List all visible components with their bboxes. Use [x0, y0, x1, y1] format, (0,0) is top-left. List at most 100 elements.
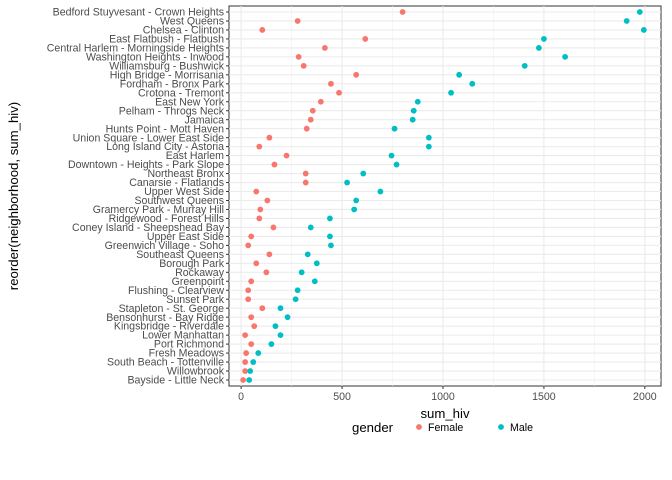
x-tick-label: 2000	[633, 391, 657, 403]
y-tick-label: Southwest Queens	[134, 195, 224, 207]
y-tick-label: High Bridge - Morrisania	[110, 69, 224, 81]
y-tick-label: Greenwich Village - Soho	[105, 240, 224, 252]
x-axis-title: sum_hiv	[420, 406, 470, 421]
point-male	[327, 233, 333, 240]
y-tick-label: Fresh Meadows	[149, 348, 224, 360]
y-tick-label: Fordham - Bronx Park	[120, 78, 225, 90]
point-female	[336, 89, 342, 96]
y-tick-label: Upper West Side	[144, 186, 224, 198]
point-male	[409, 116, 416, 123]
point-male	[535, 45, 542, 51]
point-male	[292, 296, 299, 303]
y-tick-label: West Queens	[160, 16, 224, 28]
point-female	[257, 206, 264, 213]
point-male	[294, 287, 301, 294]
y-tick-label: Rockaway	[175, 267, 225, 279]
legend-label-female: Female	[428, 422, 463, 434]
point-female	[317, 98, 324, 105]
point-female	[303, 125, 310, 132]
y-tick-label: Union Square - Lower East Side	[73, 132, 224, 144]
point-male	[425, 143, 432, 150]
point-female	[328, 80, 334, 87]
y-tick-label: Crotona - Tremont	[138, 87, 224, 99]
y-tick-label: Southeast Queens	[136, 249, 224, 261]
point-female	[362, 36, 369, 42]
point-male	[393, 161, 400, 168]
point-female	[271, 161, 278, 168]
data-points	[240, 9, 647, 383]
y-tick-label: Flushing - Clearview	[128, 285, 224, 297]
y-tick-label: Stapleton - St. George	[119, 303, 225, 315]
x-tick-label: 500	[333, 391, 351, 403]
point-male	[311, 278, 318, 285]
point-male	[247, 368, 254, 374]
point-female	[248, 341, 255, 347]
point-male	[448, 89, 454, 96]
point-female	[309, 107, 316, 114]
point-male	[298, 269, 305, 276]
point-female	[248, 314, 255, 321]
point-male	[410, 107, 417, 114]
y-tick-label: East Flatbush - Flatbush	[109, 34, 224, 46]
y-tick-label: Canarsie - Flatlands	[129, 177, 224, 189]
point-male	[391, 125, 398, 132]
y-axis-title: reorder(neighborhood, sum_hiv)	[6, 102, 21, 290]
point-female	[248, 278, 255, 285]
point-male	[284, 314, 291, 321]
point-female	[248, 233, 255, 240]
point-female	[242, 332, 249, 339]
point-male	[425, 134, 432, 141]
y-tick-label: Washington Heights - Inwood	[86, 51, 224, 63]
point-male	[272, 323, 279, 330]
point-male	[351, 206, 358, 213]
x-tick-label: 0	[238, 391, 244, 403]
y-tick-label: Lower Manhattan	[142, 330, 224, 342]
point-female	[399, 9, 406, 15]
point-female	[242, 368, 249, 374]
point-female	[283, 152, 290, 159]
y-tick-label: Sunset Park	[166, 294, 224, 306]
y-tick-label: Ridgewood - Forest Hills	[109, 213, 224, 225]
point-female	[251, 323, 258, 330]
point-male	[469, 80, 476, 87]
legend-label-male: Male	[510, 422, 533, 434]
grid	[229, 6, 661, 386]
point-female	[295, 53, 302, 60]
point-male	[327, 215, 333, 222]
point-male	[255, 350, 262, 356]
point-female	[266, 134, 273, 141]
point-male	[414, 98, 421, 105]
y-tick-label: Central Harlem - Morningside Heights	[47, 43, 224, 55]
y-tick-label: Hunts Point - Mott Haven	[106, 123, 224, 135]
point-male	[360, 170, 367, 177]
y-tick-label: Bayside - Little Neck	[127, 375, 224, 387]
point-female	[242, 359, 249, 365]
point-male	[277, 305, 284, 312]
point-male	[246, 377, 253, 383]
point-male	[328, 242, 334, 249]
point-female	[321, 45, 328, 51]
y-tick-label: Bensonhurst - Bay Ridge	[106, 312, 224, 324]
point-female	[240, 377, 247, 383]
legend-key-male	[498, 424, 504, 430]
point-female	[259, 27, 266, 33]
point-female	[253, 260, 260, 267]
point-male	[307, 224, 314, 231]
y-tick-label: Downtown - Heights - Park Slope	[68, 159, 224, 171]
point-male	[541, 36, 547, 42]
point-female	[300, 62, 307, 69]
y-tick-label: Port Richmond	[154, 339, 224, 351]
y-tick-label: Northeast Bronx	[147, 168, 224, 180]
point-male	[456, 71, 463, 78]
point-female	[353, 71, 360, 78]
y-tick-label: Greenpoint	[172, 276, 224, 288]
y-tick-label: Upper East Side	[147, 231, 224, 243]
point-male	[640, 27, 647, 33]
point-female	[270, 224, 277, 231]
point-female	[294, 18, 301, 24]
y-tick-label: Gramercy Park - Murray Hill	[93, 204, 224, 216]
y-tick-label: Jamaica	[185, 114, 225, 126]
point-female	[245, 242, 252, 249]
legend-key-female	[416, 424, 422, 430]
